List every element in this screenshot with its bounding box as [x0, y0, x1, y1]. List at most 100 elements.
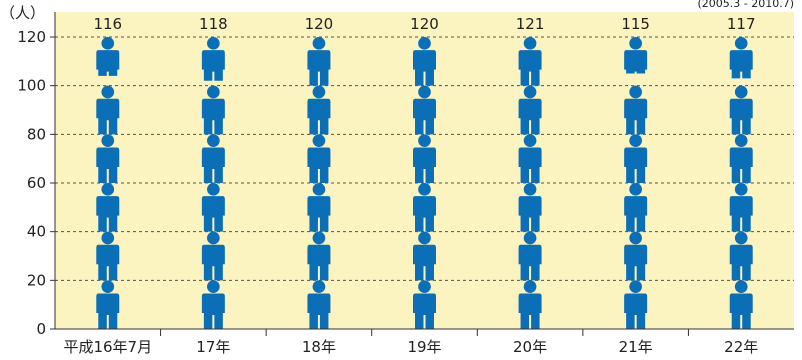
person-icon-column	[518, 0, 542, 329]
person-icon-head	[312, 85, 326, 99]
person-icon-head	[312, 37, 326, 50]
person-icon-column	[96, 37, 120, 329]
person-icon-body	[307, 147, 331, 183]
person-icon-head	[734, 280, 748, 293]
person-icon-head	[207, 134, 220, 147]
person-icon-body	[518, 293, 542, 329]
person-icon-head	[101, 183, 115, 196]
person-icon-column	[307, 37, 331, 329]
person-icon-body	[96, 147, 120, 183]
person-icon-head	[418, 231, 431, 245]
person-icon-head	[312, 231, 326, 245]
person-icon-body	[518, 147, 542, 183]
person-icon-head	[418, 134, 431, 147]
person-icon-partial	[96, 37, 120, 76]
y-tick-label: 80	[27, 125, 46, 143]
person-icon-head	[523, 183, 537, 196]
person-icon-body	[624, 293, 648, 329]
person-icon-body	[201, 244, 225, 281]
x-tick-labels: 平成16年7月 17年 18年 19年 20年 21年 22年	[63, 338, 758, 356]
person-icon-body	[307, 244, 331, 281]
person-icon-head	[101, 37, 115, 50]
person-icon-body	[518, 98, 542, 135]
person-icon-body	[729, 50, 753, 79]
person-icon-head	[101, 85, 115, 99]
y-tick-label: 100	[17, 77, 46, 95]
person-icon-body	[307, 293, 331, 329]
person-icon-head	[524, 0, 537, 1]
person-icon-head	[207, 280, 220, 293]
person-icon-head	[629, 280, 642, 293]
person-icon-head	[312, 183, 326, 196]
person-icon-column	[624, 37, 648, 329]
y-tick-labels: 0 20 40 60 80 100 120	[17, 28, 46, 338]
person-icon-head	[523, 231, 537, 245]
person-icon-head	[629, 85, 642, 99]
person-icon-body	[624, 98, 648, 135]
x-category-label: 19年	[407, 338, 441, 356]
person-icon-head	[734, 134, 748, 147]
person-icon-body	[413, 196, 436, 232]
person-icon-column	[413, 37, 436, 329]
person-icon-head	[101, 280, 115, 293]
person-icon-head	[207, 37, 220, 50]
period-note: (2005.3 - 2010.7)	[697, 0, 794, 10]
data-label: 120	[410, 15, 439, 33]
person-icon-body	[307, 196, 331, 232]
y-unit-label: （人）	[0, 4, 45, 22]
person-icon-columns	[96, 0, 753, 329]
person-icon-body	[413, 147, 436, 183]
person-icon-body	[96, 50, 120, 76]
person-icon-column	[201, 37, 225, 329]
person-icon-body	[96, 98, 120, 135]
data-label: 117	[727, 15, 756, 33]
person-icon-head	[734, 37, 748, 50]
person-icon-body	[96, 293, 120, 329]
person-icon-body	[624, 196, 648, 232]
person-icon-body	[201, 147, 225, 183]
person-icon-body	[413, 244, 436, 281]
person-icon-head	[418, 37, 431, 50]
person-icon-head	[418, 280, 431, 293]
data-label: 115	[621, 15, 650, 33]
person-icon-head	[523, 134, 537, 147]
axes	[54, 12, 794, 330]
person-icon-head	[418, 183, 431, 196]
person-icon-body	[201, 293, 225, 329]
person-icon-head	[523, 37, 537, 50]
person-icon-body	[307, 50, 331, 86]
person-icon-body	[624, 147, 648, 183]
person-icon-body	[729, 196, 753, 232]
person-icon-partial	[624, 37, 648, 74]
person-icon-body	[729, 98, 753, 135]
person-icon-head	[629, 183, 642, 196]
y-tick-label: 40	[27, 223, 46, 241]
person-icon-column	[729, 37, 753, 329]
person-icon-head	[101, 134, 115, 147]
person-icon-body	[201, 50, 225, 81]
person-icon-body	[413, 293, 436, 329]
person-icon-body	[96, 244, 120, 281]
x-category-label: 20年	[513, 338, 547, 356]
x-category-label: 17年	[196, 338, 230, 356]
person-icon-head	[207, 231, 220, 245]
person-icon-body	[413, 98, 436, 135]
gridlines	[50, 36, 794, 336]
y-tick-label: 60	[27, 174, 46, 192]
person-icon-body	[413, 50, 436, 86]
person-icon-body	[201, 98, 225, 135]
person-icon-body	[729, 244, 753, 281]
person-icon-head	[418, 85, 431, 99]
person-icon-partial	[729, 37, 753, 79]
person-icon-head	[312, 134, 326, 147]
person-icon-partial	[201, 37, 225, 81]
data-label: 118	[199, 15, 228, 33]
person-icon-head	[734, 231, 748, 245]
person-icon-head	[207, 85, 220, 99]
person-icon-body	[624, 50, 648, 74]
person-icon-head	[523, 85, 537, 99]
person-icon-head	[734, 85, 748, 99]
person-icon-head	[629, 37, 642, 50]
y-tick-label: 0	[36, 320, 46, 338]
